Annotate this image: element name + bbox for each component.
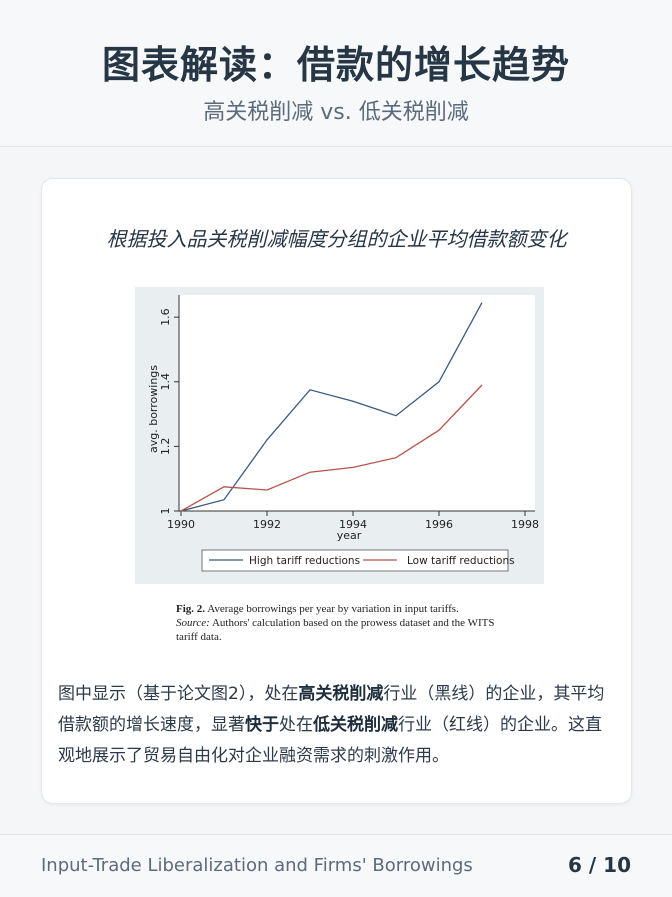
text-part-2: 行业（黑线）的企业，其平均借款额的增长速度，显著	[58, 684, 605, 735]
chart-title: 根据投入品关税削减幅度分组的企业平均借款额变化	[106, 227, 567, 251]
footer-paper-title: Input-Trade Liberalization and Firms' Bo…	[41, 855, 473, 876]
text-part-3: 处在	[279, 715, 313, 735]
legend-box	[201, 549, 509, 572]
y-axis-label: avg. borrowings	[147, 365, 160, 453]
y-tick-label: 1.2	[159, 438, 172, 456]
source-label: Source:	[176, 617, 210, 629]
footer: Input-Trade Liberalization and Firms' Bo…	[0, 834, 672, 897]
legend-label: High tariff reductions	[249, 555, 360, 567]
x-tick-label: 1992	[253, 518, 281, 531]
figure-caption: Fig. 2. Average borrowings per year by v…	[176, 602, 516, 644]
explanation-paragraph: 图中显示（基于论文图2），处在高关税削减行业（黑线）的企业，其平均借款额的增长速…	[58, 679, 618, 772]
figure-label: Fig. 2.	[176, 603, 206, 615]
page-indicator: 6 / 10	[568, 853, 631, 877]
series-line-high-tariff	[180, 302, 483, 512]
header: 图表解读：借款的增长趋势 高关税削减 vs. 低关税削减	[0, 0, 672, 147]
y-tick-label: 1	[159, 508, 172, 515]
page-subtitle: 高关税削减 vs. 低关税削减	[203, 100, 469, 125]
y-tick-label: 1.4	[159, 373, 172, 391]
figure-caption-text: Average borrowings per year by variation…	[207, 603, 459, 615]
x-axis-label: year	[337, 529, 362, 542]
text-part-4: 行业（红线）的企业。这直观地展示了贸易自由化对企业融资需求的刺激作用。	[58, 715, 602, 766]
line-chart: 1990 1992 1994 1996 1998 1 1.2 1.4 1.6 year avg. b…	[147, 295, 539, 572]
highlight-faster: 快于	[245, 715, 279, 735]
series-line-low-tariff	[180, 384, 483, 512]
content-card: 根据投入品关税削减幅度分组的企业平均借款额变化 1990 1992 1994 1996…	[41, 178, 632, 804]
x-tick-label: 1994	[339, 518, 367, 531]
highlight-low-tariff: 低关税削减	[313, 715, 398, 735]
legend-label: Low tariff reductions	[407, 555, 515, 567]
text-part-1: 图中显示（基于论文图2），处在	[58, 684, 299, 704]
x-tick-label: 1996	[425, 518, 453, 531]
x-tick-label: 1998	[511, 518, 539, 531]
x-tick-label: 1990	[167, 518, 195, 531]
highlight-high-tariff: 高关税削减	[298, 684, 384, 704]
chart-figure: 1990 1992 1994 1996 1998 1 1.2 1.4 1.6 year avg. b…	[135, 287, 544, 584]
source-text: Authors' calculation based on the prowes…	[176, 617, 495, 643]
y-tick-label: 1.6	[159, 308, 172, 326]
page-title: 图表解读：借款的增长趋势	[101, 43, 570, 87]
